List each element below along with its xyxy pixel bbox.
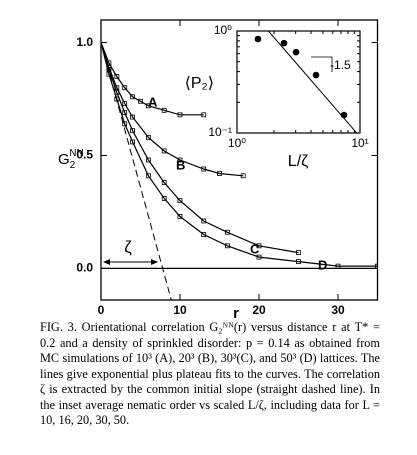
- data-point: [240, 173, 246, 179]
- data-point: [375, 263, 378, 269]
- data-point: [145, 135, 151, 140]
- arrow-head-left: [103, 259, 110, 265]
- y-label-base: G: [58, 151, 70, 168]
- data-point: [177, 157, 183, 163]
- data-point: [224, 243, 230, 249]
- inset-x-tick-label: 10¹: [351, 136, 368, 150]
- inset-y-tick-label: 10⁻¹: [208, 125, 232, 139]
- data-point: [138, 98, 143, 104]
- inset-point: [280, 39, 288, 47]
- data-point: [122, 121, 128, 127]
- fit-curve: [101, 42, 378, 267]
- data-point: [114, 74, 120, 79]
- data-point: [201, 112, 207, 118]
- inset-plot-area: [254, 31, 358, 133]
- data-point: [161, 148, 167, 154]
- zeta-label: ζ: [124, 237, 132, 256]
- data-point: [177, 214, 183, 219]
- data-point: [296, 250, 301, 255]
- data-point: [122, 85, 128, 91]
- inset-y-tick-label: 10⁰: [214, 23, 232, 37]
- data-point: [106, 71, 112, 77]
- inset-bg: [237, 31, 360, 133]
- x-tick-label: 20: [252, 303, 266, 317]
- data-point: [161, 107, 167, 113]
- inset-point: [312, 71, 320, 79]
- data-point: [130, 114, 136, 120]
- data-point: [256, 243, 262, 249]
- inset-y-label: ⟨P₂⟩: [185, 75, 214, 92]
- fit-curve: [101, 42, 204, 116]
- y-label-sub: 2: [70, 160, 76, 171]
- data-point: [201, 218, 207, 224]
- curve-label: C: [250, 241, 260, 256]
- curve-label: A: [148, 94, 158, 109]
- data-point: [296, 259, 301, 265]
- data-point: [177, 112, 183, 118]
- data-point: [256, 254, 262, 260]
- frame: [100, 19, 379, 301]
- data-point: [106, 67, 112, 73]
- data-point: [217, 171, 222, 176]
- y-tick-label: 0.5: [76, 148, 93, 162]
- slope-triangle: [311, 56, 333, 72]
- plot-area: [101, 42, 378, 300]
- inset-point: [254, 35, 262, 43]
- y-label-sup: NN: [69, 148, 83, 159]
- x-axis-label: r: [233, 305, 239, 318]
- data-point: [122, 101, 128, 106]
- y-tick-label: 1.0: [76, 35, 93, 49]
- inset-x-label: L/ζ: [288, 153, 308, 170]
- data-point: [145, 173, 151, 179]
- fit-curve: [101, 42, 244, 177]
- curve-label: B: [176, 157, 185, 172]
- fit-curve: [101, 42, 299, 254]
- y-tick-label: 0.0: [76, 261, 93, 275]
- arrow-head-right: [151, 259, 158, 265]
- data-point: [145, 103, 151, 109]
- data-point: [145, 157, 151, 163]
- data-point: [201, 166, 207, 172]
- x-tick-label: 10: [173, 303, 187, 317]
- data-point: [130, 94, 136, 100]
- slope-label: -1.5: [330, 58, 351, 72]
- inset-x-tick-label: 10⁰: [228, 136, 246, 150]
- data-point: [122, 110, 128, 115]
- caption: FIG. 3. Orientational correlation G₂ᴺᴺ(r…: [40, 320, 380, 427]
- data-point: [161, 180, 167, 185]
- data-point: [114, 96, 120, 102]
- y-axis-label: G2NN: [58, 148, 84, 171]
- data-point: [161, 195, 167, 201]
- inset-point: [340, 111, 348, 119]
- data-point: [130, 139, 136, 145]
- data-point: [177, 198, 183, 204]
- inset-point: [292, 48, 300, 56]
- inset-frame: [236, 30, 361, 134]
- data-point: [130, 128, 136, 134]
- x-tick-label: 0: [98, 303, 105, 317]
- curve-label: D: [318, 257, 327, 272]
- x-tick-label: 30: [331, 303, 345, 317]
- data-point: [224, 229, 230, 235]
- data-point: [201, 232, 207, 237]
